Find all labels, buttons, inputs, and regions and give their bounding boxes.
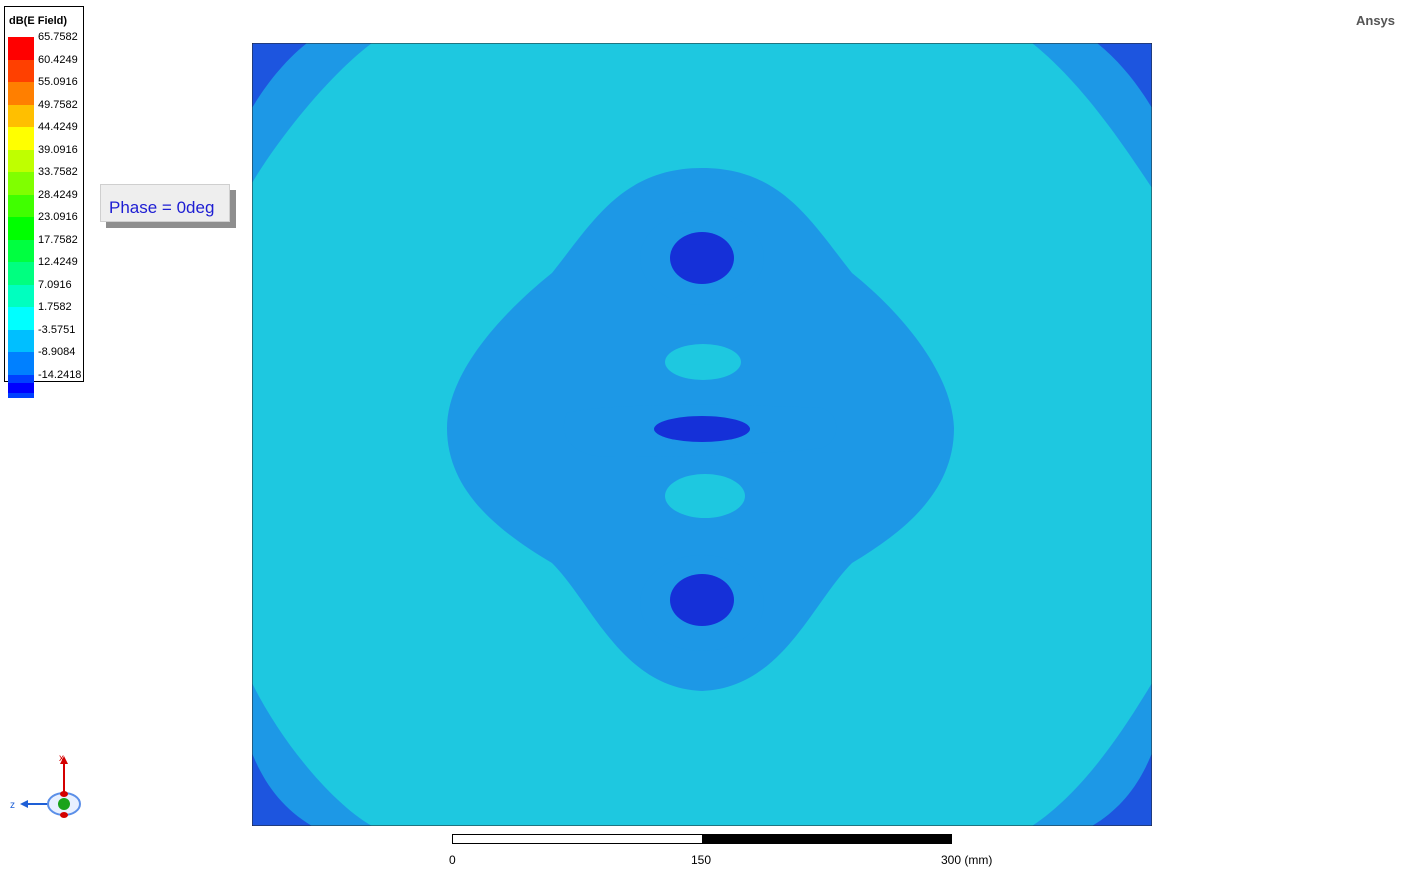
plot-corner-region-top-left — [252, 43, 372, 183]
legend-value: 7.0916 — [38, 278, 72, 291]
plot-corner-region-top-right — [1032, 43, 1152, 188]
legend-value: 17.7582 — [38, 233, 78, 246]
legend-swatch — [8, 329, 34, 353]
legend-value: 44.4249 — [38, 121, 78, 133]
legend-value: 1.7582 — [38, 301, 72, 313]
legend-swatch — [8, 127, 34, 150]
plot-corner-inner-top-left — [252, 43, 307, 108]
plot-corner-inner-bottom-left — [252, 753, 312, 826]
legend-swatch — [8, 149, 34, 173]
legend-swatch — [8, 104, 34, 128]
legend-value: -3.5751 — [38, 323, 76, 336]
z-axis-label: z — [10, 800, 15, 811]
legend-swatch — [8, 59, 34, 83]
legend-title: dB(E Field) — [9, 15, 68, 27]
scale-label-end: 300 (mm) — [941, 853, 993, 867]
legend-value: 65.7582 — [38, 31, 78, 43]
legend-swatch — [8, 217, 34, 240]
legend-swatch — [8, 284, 34, 308]
scale-bar-white-segment — [453, 835, 702, 843]
plot-upper-lobe-core — [670, 232, 734, 284]
brand-logo-text: Ansys — [1356, 13, 1396, 28]
legend-value: 33.7582 — [38, 166, 78, 178]
plot-center-band-core — [654, 416, 750, 442]
plot-corner-region-bottom-right — [1032, 683, 1152, 826]
legend-swatch — [8, 194, 34, 218]
plot-corner-region-bottom-left — [252, 683, 372, 826]
x-axis-label: x — [59, 753, 64, 764]
axis-triad: x z — [10, 753, 81, 818]
z-axis-arrow-icon — [20, 800, 28, 808]
legend-swatch — [8, 37, 34, 60]
plot-lower-lobe-core — [670, 574, 734, 626]
legend-value: 23.0916 — [38, 211, 78, 223]
legend-swatch — [8, 172, 34, 195]
plot-corner-inner-top-right — [1097, 43, 1152, 108]
legend-value: 28.4249 — [38, 188, 78, 201]
phase-annotation[interactable]: Phase = 0deg — [100, 184, 230, 222]
legend-swatch — [8, 262, 34, 285]
legend-value: -8.9084 — [38, 346, 76, 358]
legend-swatch — [8, 352, 34, 375]
phase-label: Phase = 0deg — [109, 198, 215, 217]
x-axis-cap-bottom-icon — [60, 812, 68, 818]
legend-value: 55.0916 — [38, 76, 78, 88]
legend-value: 49.7582 — [38, 98, 78, 111]
scale-bar — [452, 834, 952, 844]
legend-value: 60.4249 — [38, 53, 78, 66]
legend-swatch — [8, 239, 34, 263]
plot-island-lower — [665, 474, 745, 518]
x-axis-cap-icon — [60, 791, 68, 797]
legend-value: -14.2418 — [38, 368, 82, 381]
plot-corner-inner-bottom-right — [1092, 753, 1152, 826]
y-axis-dot-icon — [58, 798, 70, 810]
legend-swatch — [8, 307, 34, 330]
legend-value: 12.4249 — [38, 256, 78, 268]
field-plot[interactable] — [252, 43, 1152, 826]
scale-bar-black-segment — [702, 835, 951, 843]
plot-island-upper — [665, 344, 741, 380]
x-axis-arrow-icon — [60, 756, 68, 764]
legend-swatch — [8, 82, 34, 105]
legend-value: 39.0916 — [38, 143, 78, 156]
scale-label-start: 0 — [449, 853, 456, 867]
field-legend: dB(E Field) 65.7582 60.4249 55.0916 49.7582… — [4, 6, 84, 398]
legend-swatch — [8, 383, 34, 393]
scale-label-mid: 150 — [691, 853, 712, 867]
